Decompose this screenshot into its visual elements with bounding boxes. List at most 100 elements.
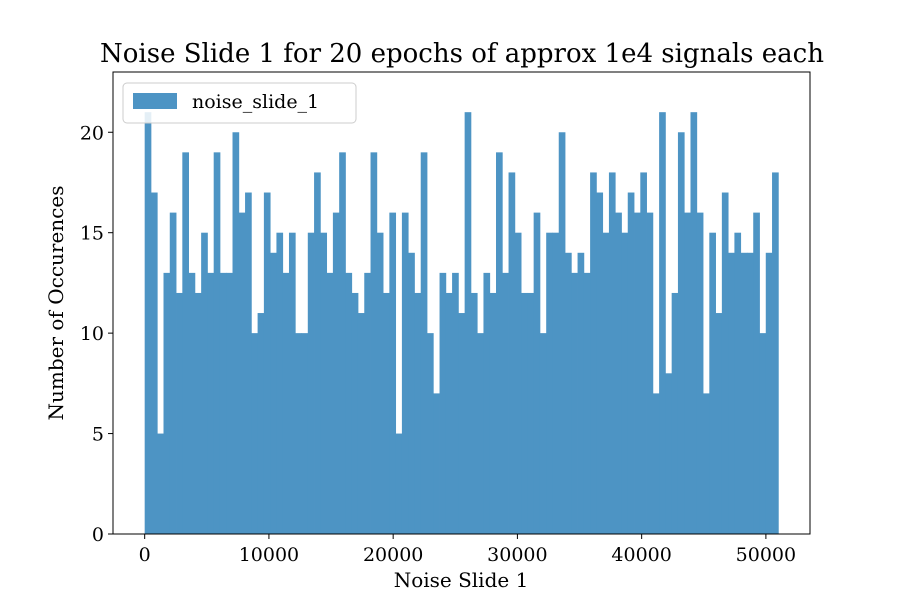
histogram-bar xyxy=(527,292,535,534)
histogram-bar xyxy=(326,272,334,534)
x-tick-label: 0 xyxy=(139,544,151,566)
histogram-bar xyxy=(364,272,371,534)
histogram-bar xyxy=(765,252,773,535)
x-axis-ticks: 0 10000 20000 30000 40000 50000 xyxy=(139,534,796,566)
histogram-bar xyxy=(389,212,397,534)
histogram-bar xyxy=(677,132,685,534)
histogram-bar xyxy=(176,292,183,534)
y-tick-label: 15 xyxy=(80,223,104,245)
y-tick-label: 10 xyxy=(80,323,104,345)
histogram-bar xyxy=(615,212,622,534)
histogram-bar xyxy=(652,393,660,534)
histogram-bar xyxy=(445,292,453,534)
y-axis-ticks: 0 5 10 15 20 xyxy=(80,122,113,546)
histogram-bar xyxy=(307,232,315,534)
y-tick-label: 0 xyxy=(92,524,104,546)
histogram-bar xyxy=(759,333,767,534)
histogram-bar xyxy=(408,252,415,535)
histogram-bar xyxy=(696,212,704,534)
histogram-bar xyxy=(753,212,760,534)
histogram-bar xyxy=(671,292,679,534)
x-tick-label: 30000 xyxy=(487,544,547,566)
histogram-bar xyxy=(558,132,566,534)
histogram-bar xyxy=(684,212,691,534)
histogram-bar xyxy=(464,112,472,534)
histogram-bar xyxy=(703,393,710,534)
x-tick-label: 50000 xyxy=(736,544,796,566)
x-tick-label: 20000 xyxy=(363,544,423,566)
histogram-bar xyxy=(339,152,346,534)
histogram-bar xyxy=(715,313,723,534)
histogram-bar xyxy=(502,272,509,534)
histogram-bar xyxy=(282,272,290,534)
histogram-bar xyxy=(357,313,365,534)
histogram-bar xyxy=(238,212,246,534)
histogram-bar xyxy=(521,292,528,534)
legend-box xyxy=(122,82,357,124)
histogram-bar xyxy=(496,152,503,534)
histogram-bar xyxy=(207,272,215,534)
legend-label: noise_slide_1 xyxy=(192,91,319,113)
x-axis-label: Noise Slide 1 xyxy=(394,568,529,592)
histogram-bar xyxy=(665,373,673,534)
histogram-bar xyxy=(150,192,158,535)
y-axis-label: Number of Occurences xyxy=(44,186,68,421)
histogram-bar xyxy=(213,152,221,534)
histogram-bar xyxy=(470,292,478,534)
histogram-bar xyxy=(552,232,560,534)
histogram-bar xyxy=(740,252,748,535)
histogram-bar xyxy=(144,112,152,534)
histogram-bar xyxy=(301,333,309,534)
legend: noise_slide_1 xyxy=(122,82,357,124)
histogram-bar xyxy=(690,112,698,534)
histogram-bar xyxy=(583,272,591,534)
plot-frame xyxy=(112,71,811,535)
histogram-bar xyxy=(383,292,390,534)
histogram-bar xyxy=(571,272,578,534)
histogram-bar xyxy=(627,192,635,535)
histogram-bar xyxy=(219,272,227,534)
legend-swatch xyxy=(133,93,177,109)
histogram-bar xyxy=(728,252,735,535)
histogram-bar xyxy=(182,152,189,534)
bars-group xyxy=(144,112,779,535)
histogram-bar xyxy=(621,232,629,534)
y-tick-label: 20 xyxy=(80,122,104,144)
histogram-bar xyxy=(640,172,647,534)
histogram-bar xyxy=(734,232,742,534)
histogram-bar xyxy=(426,333,434,534)
histogram-bar xyxy=(420,152,428,534)
histogram-bar xyxy=(276,232,284,534)
histogram-bar xyxy=(546,232,553,534)
histogram-bar xyxy=(590,172,597,534)
histogram-bar xyxy=(370,152,378,534)
histogram-bar xyxy=(157,433,164,534)
histogram-bar xyxy=(565,252,572,535)
histogram-bar xyxy=(659,112,666,534)
histogram-bar xyxy=(483,272,491,534)
histogram-bar xyxy=(608,172,616,534)
histogram-bar xyxy=(395,433,403,534)
histogram-bar xyxy=(251,333,259,534)
histogram-bar xyxy=(596,192,604,535)
chart-title: Noise Slide 1 for 20 epochs of approx 1e… xyxy=(100,39,824,69)
histogram-bar xyxy=(163,272,171,534)
histogram-bar xyxy=(201,232,208,534)
histogram-bar xyxy=(721,192,729,535)
histogram-bar xyxy=(602,232,610,534)
histogram-bar xyxy=(514,232,522,534)
histogram-bar xyxy=(263,192,271,535)
histogram-bar xyxy=(772,172,779,534)
histogram-bar xyxy=(452,272,459,534)
histogram-bar xyxy=(270,252,277,535)
histogram-bar xyxy=(376,232,384,534)
histogram-bar xyxy=(539,333,547,534)
histogram-bar xyxy=(414,292,422,534)
histogram-bar xyxy=(646,212,654,534)
histogram-bar xyxy=(634,212,641,534)
histogram-bar xyxy=(226,272,233,534)
histogram-bar xyxy=(533,212,541,534)
histogram-bar xyxy=(169,212,177,534)
histogram-bar xyxy=(314,172,321,534)
x-tick-label: 10000 xyxy=(239,544,299,566)
